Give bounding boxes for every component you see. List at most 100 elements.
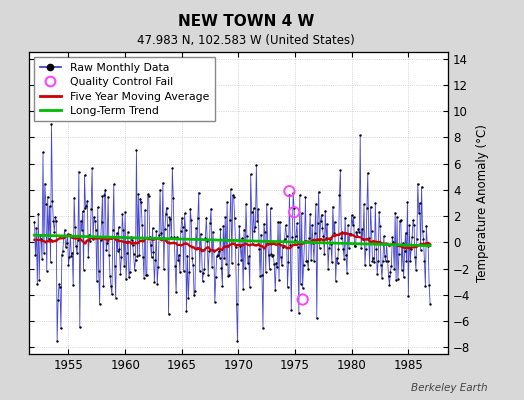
Point [71, 224, 79, 230]
Point [418, 228, 427, 234]
Point [150, 279, 159, 285]
Point [122, 276, 130, 282]
Point [316, 218, 325, 224]
Point [194, 215, 202, 222]
Point [48, 198, 57, 204]
Point [67, 252, 75, 259]
Point [370, 259, 378, 266]
Point [324, 266, 332, 272]
Point [399, 274, 408, 281]
Point [281, 222, 290, 228]
Point [236, 243, 245, 250]
Point [352, 229, 361, 235]
Point [404, 293, 412, 299]
Point [35, 276, 43, 283]
Point [362, 246, 370, 252]
Point [138, 222, 146, 228]
Point [418, 184, 426, 190]
Point [50, 228, 59, 235]
Point [133, 253, 141, 259]
Point [287, 307, 296, 313]
Point [301, 194, 310, 201]
Point [79, 208, 87, 214]
Point [42, 267, 51, 274]
Point [213, 252, 222, 258]
Point [357, 245, 365, 252]
Point [186, 206, 194, 212]
Point [346, 231, 355, 238]
Point [176, 268, 184, 275]
Point [259, 325, 267, 332]
Point [215, 254, 224, 261]
Point [270, 261, 278, 268]
Point [165, 311, 173, 318]
Point [421, 283, 430, 290]
Point [279, 244, 287, 250]
Point [43, 194, 52, 200]
Point [63, 231, 72, 237]
Point [187, 217, 195, 224]
Point [290, 205, 298, 212]
Point [118, 211, 126, 218]
Point [310, 257, 318, 264]
Point [189, 262, 198, 268]
Point [105, 251, 113, 258]
Point [223, 199, 231, 206]
Point [338, 229, 346, 236]
Point [256, 272, 264, 279]
Point [379, 233, 388, 240]
Point [96, 237, 105, 243]
Point [277, 254, 285, 260]
Point [41, 180, 49, 187]
Point [56, 284, 64, 291]
Point [74, 168, 83, 175]
Point [32, 225, 40, 232]
Point [60, 226, 69, 233]
Point [369, 254, 378, 261]
Point [200, 266, 209, 272]
Point [364, 170, 372, 176]
Point [290, 209, 298, 215]
Point [384, 258, 392, 264]
Point [144, 191, 152, 197]
Point [179, 223, 187, 230]
Point [278, 262, 286, 268]
Point [41, 201, 50, 207]
Point [401, 230, 410, 236]
Point [174, 252, 183, 258]
Point [153, 281, 161, 288]
Point [351, 243, 359, 249]
Point [341, 214, 350, 221]
Point [169, 195, 178, 201]
Point [274, 218, 282, 225]
Point [157, 230, 165, 236]
Point [134, 191, 143, 198]
Point [46, 259, 54, 265]
Point [81, 204, 90, 211]
Point [390, 266, 398, 272]
Point [255, 245, 264, 252]
Point [354, 225, 363, 232]
Point [47, 121, 56, 128]
Point [388, 234, 397, 241]
Point [90, 214, 98, 220]
Point [227, 186, 235, 192]
Point [202, 214, 211, 221]
Point [179, 268, 188, 275]
Point [192, 224, 200, 231]
Point [314, 188, 323, 195]
Point [108, 291, 116, 298]
Point [276, 219, 284, 225]
Point [292, 233, 300, 239]
Point [204, 272, 212, 278]
Point [209, 228, 217, 235]
Point [326, 236, 334, 242]
Point [344, 222, 352, 228]
Point [89, 236, 97, 242]
Point [399, 240, 407, 246]
Point [159, 180, 167, 186]
Point [380, 253, 389, 260]
Point [231, 214, 239, 221]
Point [61, 244, 70, 250]
Point [97, 219, 106, 225]
